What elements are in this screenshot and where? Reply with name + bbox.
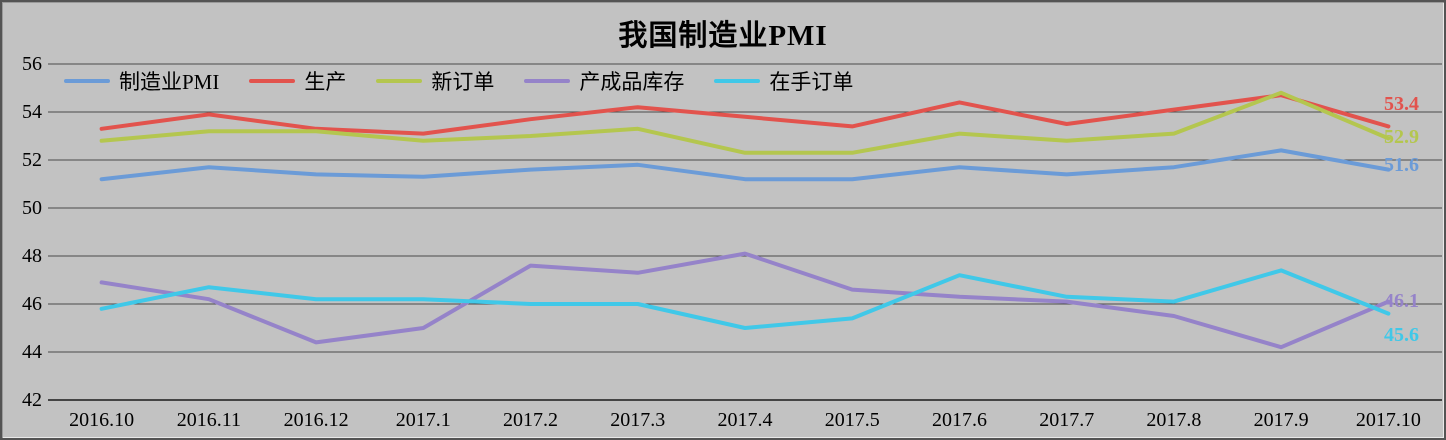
x-axis-label: 2017.5	[824, 409, 880, 431]
x-axis-label: 2017.3	[610, 409, 666, 431]
y-axis-label: 50	[22, 197, 42, 219]
legend-item: 在手订单	[714, 66, 853, 96]
y-axis-label: 54	[22, 101, 42, 123]
series-line-5	[99, 268, 1391, 330]
y-axis-label: 44	[22, 341, 42, 363]
y-axis-label: 56	[22, 53, 42, 75]
x-axis-label: 2017.7	[1039, 409, 1095, 431]
y-axis-label: 42	[22, 389, 42, 411]
legend-line-swatch	[376, 79, 423, 83]
series-line-2	[99, 93, 1391, 136]
legend-item: 制造业PMI	[64, 66, 219, 96]
legend-item: 产成品库存	[524, 66, 684, 96]
x-axis-label: 2016.12	[283, 409, 349, 431]
chart-title: 我国制造业PMI	[618, 20, 828, 52]
x-axis-label: 2016.10	[69, 409, 135, 431]
y-axis-label: 46	[22, 293, 42, 315]
legend-item: 生产	[249, 66, 346, 96]
x-axis-label: 2016.11	[176, 409, 241, 431]
y-axis-label: 52	[22, 149, 42, 171]
legend-label: 在手订单	[769, 70, 854, 94]
legend-item: 新订单	[376, 66, 494, 96]
series-line-3	[99, 90, 1391, 155]
series-end-label: 53.4	[1384, 93, 1419, 116]
series-line-1	[99, 148, 1391, 182]
x-axis-label: 2017.10	[1355, 409, 1421, 431]
x-axis-label: 2017.6	[931, 409, 987, 431]
legend-line-swatch	[64, 79, 110, 83]
legend-line-swatch	[714, 79, 761, 83]
series-line-4	[99, 251, 1391, 350]
series-end-label: 46.1	[1384, 289, 1419, 312]
x-axis-label: 2017.9	[1253, 409, 1309, 431]
y-axis-label: 48	[22, 245, 42, 267]
x-axis-label: 2017.8	[1146, 409, 1202, 431]
legend-line-swatch	[249, 79, 296, 83]
x-axis-label: 2017.4	[717, 409, 773, 431]
legend-label: 制造业PMI	[119, 70, 220, 94]
series-end-label: 45.6	[1384, 323, 1419, 346]
x-axis-label: 2017.1	[395, 409, 451, 431]
legend-line-swatch	[524, 79, 571, 83]
series-end-label: 52.9	[1384, 126, 1419, 149]
legend-label: 生产	[304, 70, 347, 94]
legend-label: 产成品库存	[579, 70, 685, 94]
series-end-label: 51.6	[1384, 153, 1419, 176]
legend: 制造业PMI 生产 新订单 产成品库存 在手订单	[64, 66, 853, 96]
legend-label: 新订单	[431, 70, 495, 94]
x-axis-label: 2017.2	[503, 409, 559, 431]
